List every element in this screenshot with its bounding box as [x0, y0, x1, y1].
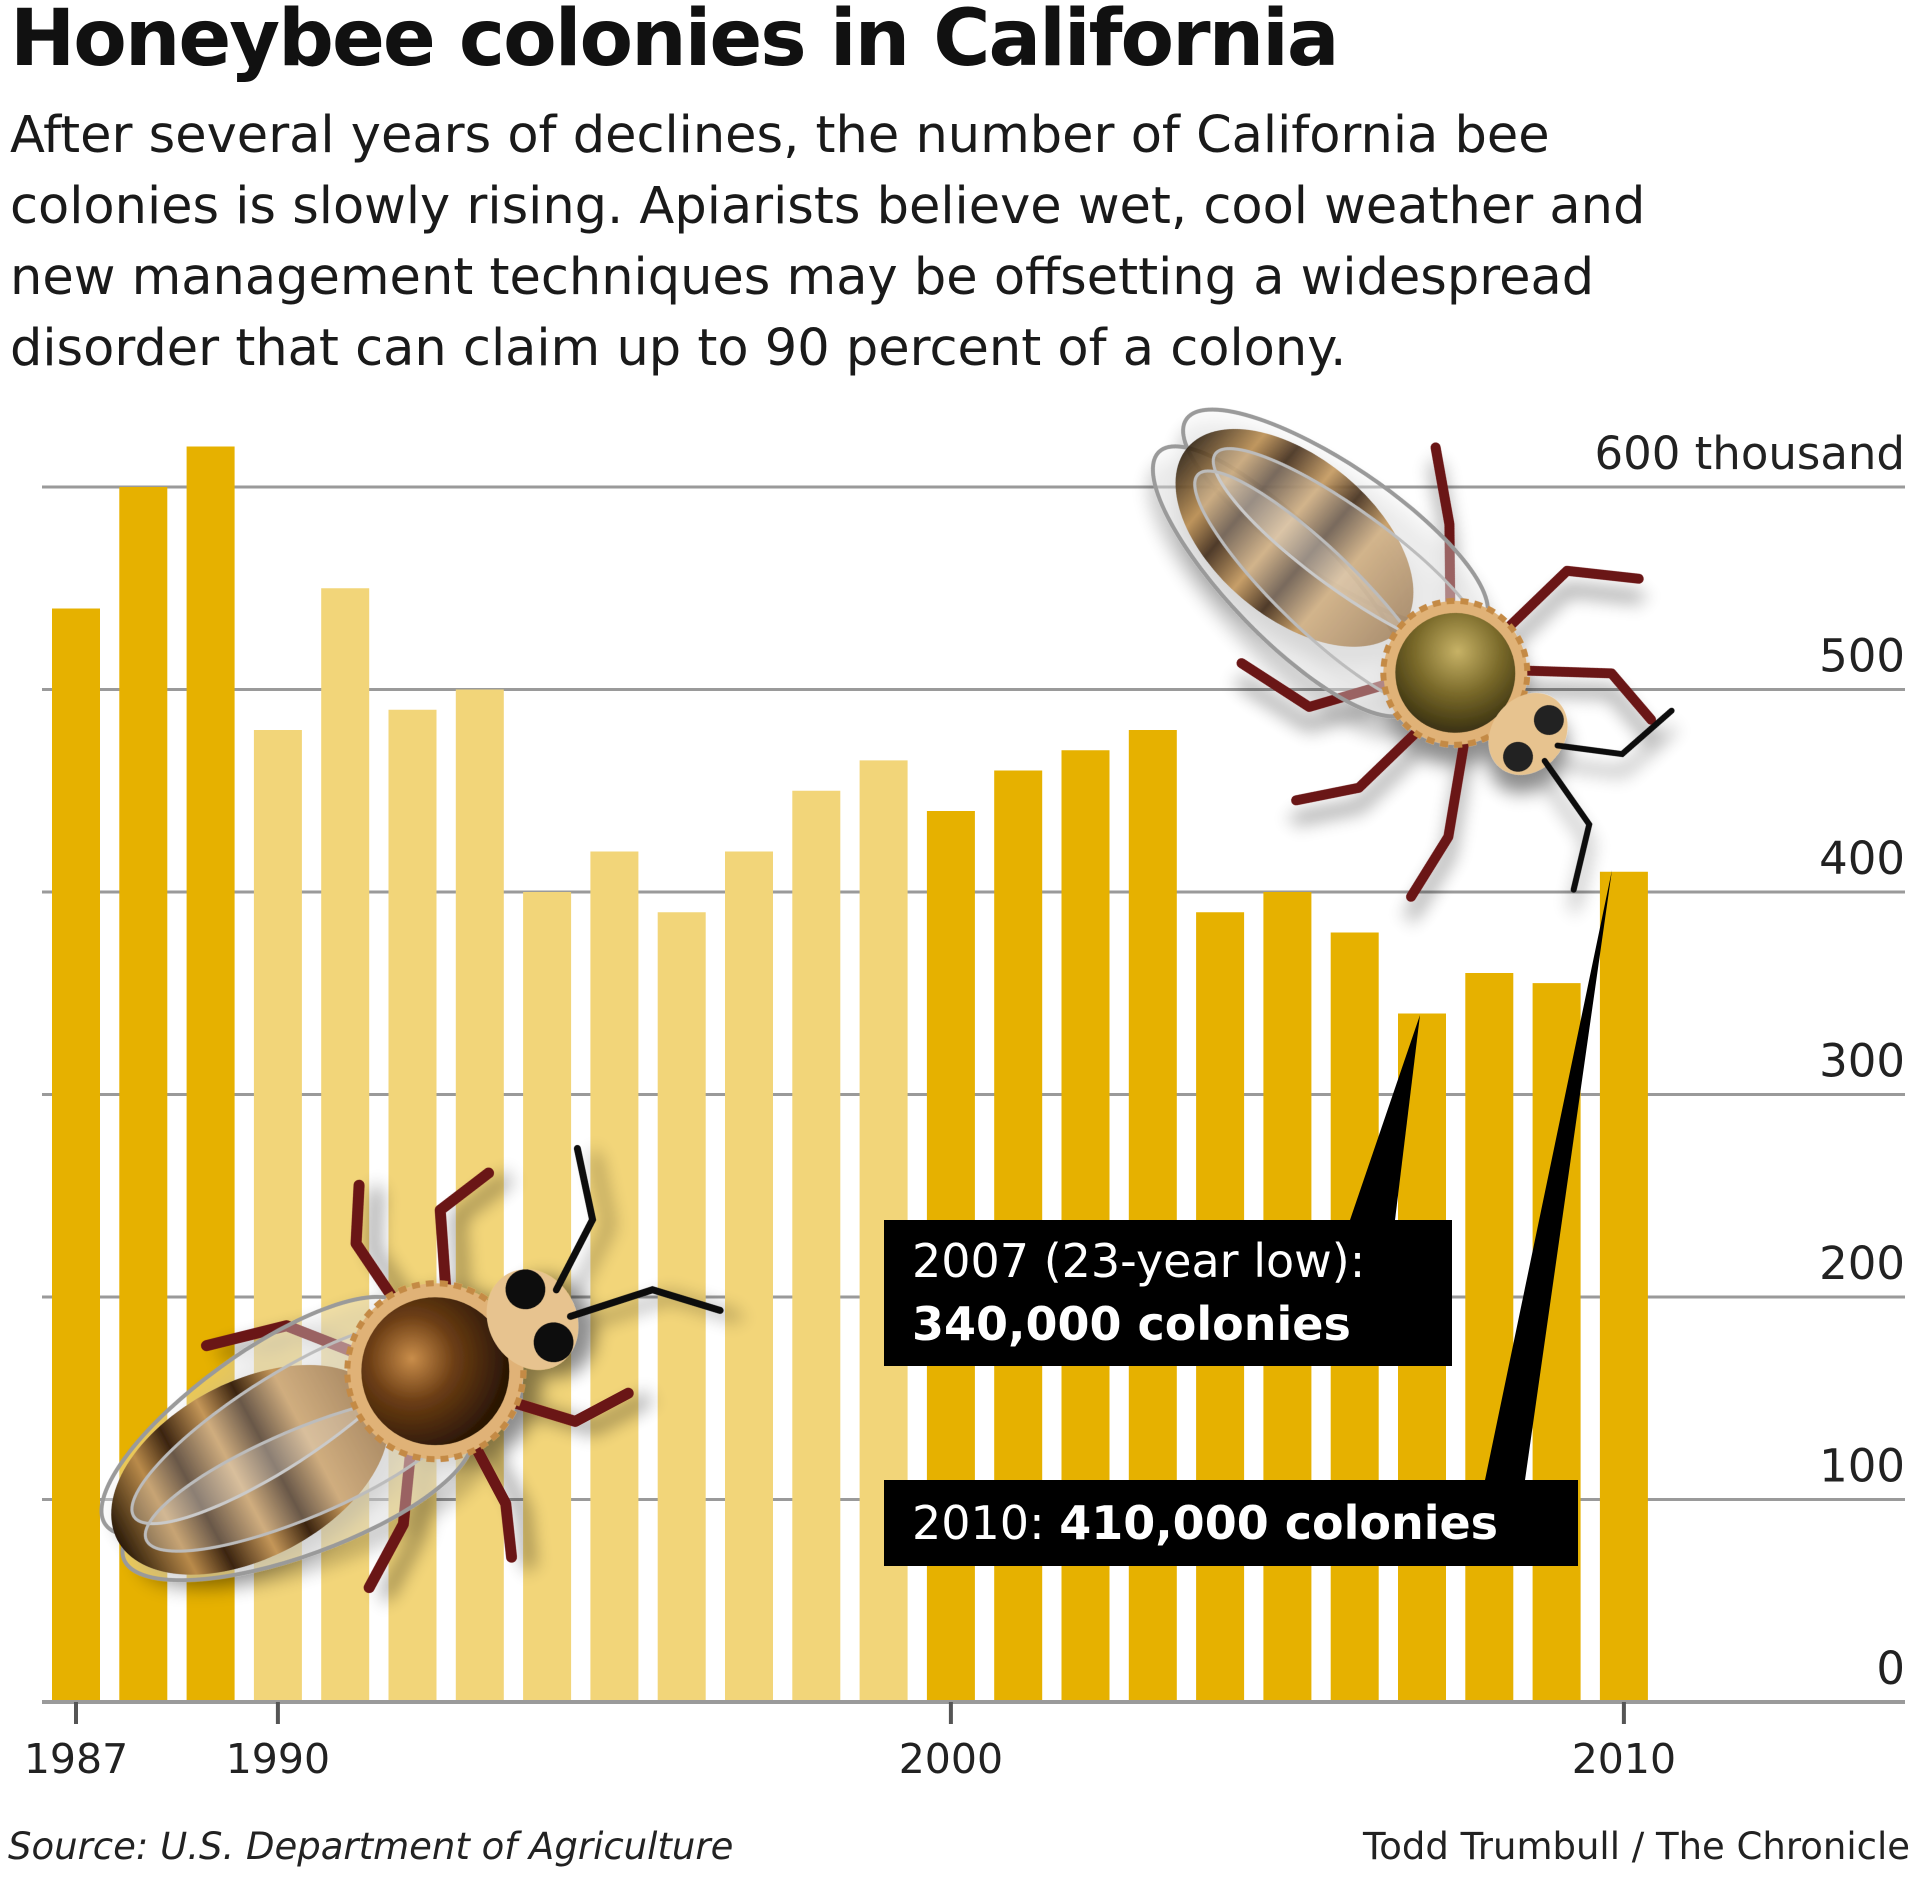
y-tick-label: 400 — [1819, 832, 1905, 885]
y-axis-labels: 0 100 200 300 400 500 600 thousand — [1594, 427, 1905, 1695]
chart-subtitle: After several years of declines, the num… — [10, 100, 1890, 384]
subtitle-line: new management techniques may be offsett… — [10, 248, 1595, 307]
bar-1992 — [388, 709, 437, 1702]
honeybee-illustration — [99, 1144, 724, 1594]
y-tick-label: 200 — [1819, 1237, 1905, 1290]
x-tick-label: 1990 — [226, 1735, 330, 1783]
callout-2007-line2: 340,000 colonies — [912, 1297, 1351, 1351]
y-tick-label: 0 — [1876, 1642, 1905, 1695]
x-tick-label: 2000 — [899, 1735, 1003, 1783]
y-tick-label: 100 — [1819, 1440, 1905, 1493]
y-tick-label: 500 — [1819, 630, 1905, 683]
y-tick-label: 300 — [1819, 1035, 1905, 1088]
bar-1995 — [590, 851, 639, 1702]
bar-1987 — [52, 608, 100, 1702]
source-note: Source: U.S. Department of Agriculture — [8, 1825, 734, 1868]
bar-2008 — [1465, 973, 1514, 1702]
y-tick-label: 600 thousand — [1594, 427, 1905, 480]
x-tick-label: 2010 — [1572, 1735, 1676, 1783]
bar-2010 — [1599, 871, 1648, 1702]
subtitle-line: disorder that can claim up to 90 percent… — [10, 319, 1347, 378]
callout-2010-prefix: 2010: — [912, 1496, 1059, 1550]
bar-1998 — [792, 790, 841, 1702]
bar-1997 — [725, 851, 773, 1702]
credit-note: Todd Trumbull / The Chronicle — [1362, 1825, 1910, 1868]
chart-title: Honeybee colonies in California — [10, 0, 1339, 84]
callout-2007: 2007 (23-year low): 340,000 colonies — [884, 1220, 1452, 1366]
subtitle-line: After several years of declines, the num… — [10, 106, 1550, 165]
honeybee-illustration — [1150, 407, 1675, 902]
callout-2010: 2010: 410,000 colonies — [884, 1480, 1578, 1566]
svg-text:2010: 410,000 colonies: 2010: 410,000 colonies — [912, 1496, 1498, 1550]
callout-pointer-2007 — [1350, 1015, 1420, 1220]
callout-pointer-2010 — [1485, 870, 1612, 1480]
x-axis: 1987 1990 2000 2010 — [24, 1700, 1905, 1783]
callout-2010-value: 410,000 colonies — [1059, 1496, 1498, 1550]
subtitle-line: colonies is slowly rising. Apiarists bel… — [10, 177, 1646, 236]
x-tick-label: 1987 — [24, 1735, 128, 1783]
callout-2007-line1: 2007 (23-year low): — [912, 1234, 1365, 1288]
